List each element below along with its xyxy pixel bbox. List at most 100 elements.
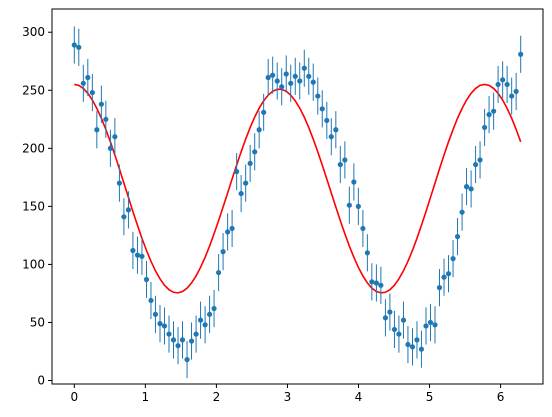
data-point <box>225 229 231 235</box>
data-point <box>491 108 497 114</box>
data-point <box>256 127 262 133</box>
data-point <box>445 271 452 277</box>
data-point <box>378 282 384 288</box>
data-point <box>220 249 226 255</box>
data-point <box>216 269 222 276</box>
data-point <box>513 88 519 95</box>
data-point <box>139 253 145 259</box>
x-tick-label: 1 <box>142 390 150 404</box>
data-point <box>463 184 470 190</box>
data-point <box>418 346 425 352</box>
data-point <box>486 112 492 118</box>
data-point <box>518 51 524 57</box>
data-point <box>134 252 141 258</box>
data-point <box>436 285 443 291</box>
data-point <box>270 72 276 78</box>
data-point <box>76 44 82 50</box>
data-point <box>234 168 240 175</box>
data-point <box>310 79 316 85</box>
data-point <box>373 280 379 286</box>
data-point <box>414 337 420 343</box>
y-axis-ticks: 0 50 100 150 200 250 300 <box>22 25 52 388</box>
data-point <box>468 186 474 192</box>
data-point <box>297 78 303 84</box>
x-tick-label: 2 <box>213 390 221 404</box>
data-point <box>328 134 334 140</box>
data-point <box>360 225 366 232</box>
axes-frame <box>51 8 544 385</box>
data-point <box>107 145 113 151</box>
data-point <box>315 93 321 99</box>
data-point <box>283 71 289 77</box>
data-point <box>454 233 461 240</box>
data-point <box>342 157 348 163</box>
data-point <box>274 78 280 84</box>
data-point <box>427 319 434 326</box>
data-point <box>319 106 325 112</box>
y-tick-label: 250 <box>22 83 45 97</box>
data-point-layer <box>71 42 524 363</box>
data-point <box>175 343 181 349</box>
data-point <box>71 42 77 48</box>
data-point <box>423 323 429 329</box>
data-point <box>211 305 217 312</box>
data-point <box>152 311 159 317</box>
x-tick-label: 0 <box>70 390 78 404</box>
data-point <box>459 209 465 215</box>
y-tick-label: 50 <box>30 315 45 329</box>
data-point <box>112 134 118 140</box>
x-tick-label: 6 <box>497 390 505 404</box>
y-tick-label: 0 <box>37 374 45 388</box>
data-point <box>143 276 150 283</box>
data-point <box>130 247 136 254</box>
data-point <box>495 81 501 88</box>
data-point <box>396 331 402 337</box>
data-point <box>509 93 515 99</box>
data-point <box>292 73 298 79</box>
y-tick-label: 200 <box>22 141 45 155</box>
data-point <box>197 317 204 323</box>
data-point <box>391 326 398 333</box>
data-point <box>121 214 127 220</box>
data-point <box>346 202 352 208</box>
data-point <box>504 81 510 88</box>
fit-curve-layer <box>74 83 522 294</box>
data-point <box>116 180 123 186</box>
y-tick-label: 150 <box>22 199 45 213</box>
data-point <box>382 315 389 321</box>
data-point <box>472 161 479 168</box>
data-point <box>94 127 100 133</box>
x-tick-label: 3 <box>284 390 292 404</box>
data-point <box>261 109 267 115</box>
data-point <box>441 274 447 280</box>
data-point <box>477 157 483 163</box>
data-point <box>432 322 438 328</box>
data-point <box>80 80 86 86</box>
y-tick-label: 300 <box>22 25 45 39</box>
data-point <box>306 73 312 79</box>
data-point <box>333 127 339 133</box>
data-point <box>482 124 488 131</box>
data-point <box>288 80 294 86</box>
data-point <box>188 338 195 344</box>
data-point <box>157 321 163 327</box>
data-point <box>301 65 307 71</box>
data-point <box>125 207 132 213</box>
data-point <box>206 311 213 317</box>
data-point <box>351 179 357 185</box>
data-point <box>161 323 168 329</box>
data-point <box>202 322 208 328</box>
data-point <box>166 331 172 337</box>
data-point <box>193 331 199 337</box>
data-point <box>279 84 285 90</box>
data-point <box>243 180 249 186</box>
data-point <box>229 225 235 232</box>
data-point <box>148 297 154 304</box>
x-tick-label: 4 <box>355 390 363 404</box>
data-point <box>184 357 190 363</box>
data-point <box>179 337 186 343</box>
data-point <box>89 89 95 96</box>
data-point <box>252 149 258 155</box>
